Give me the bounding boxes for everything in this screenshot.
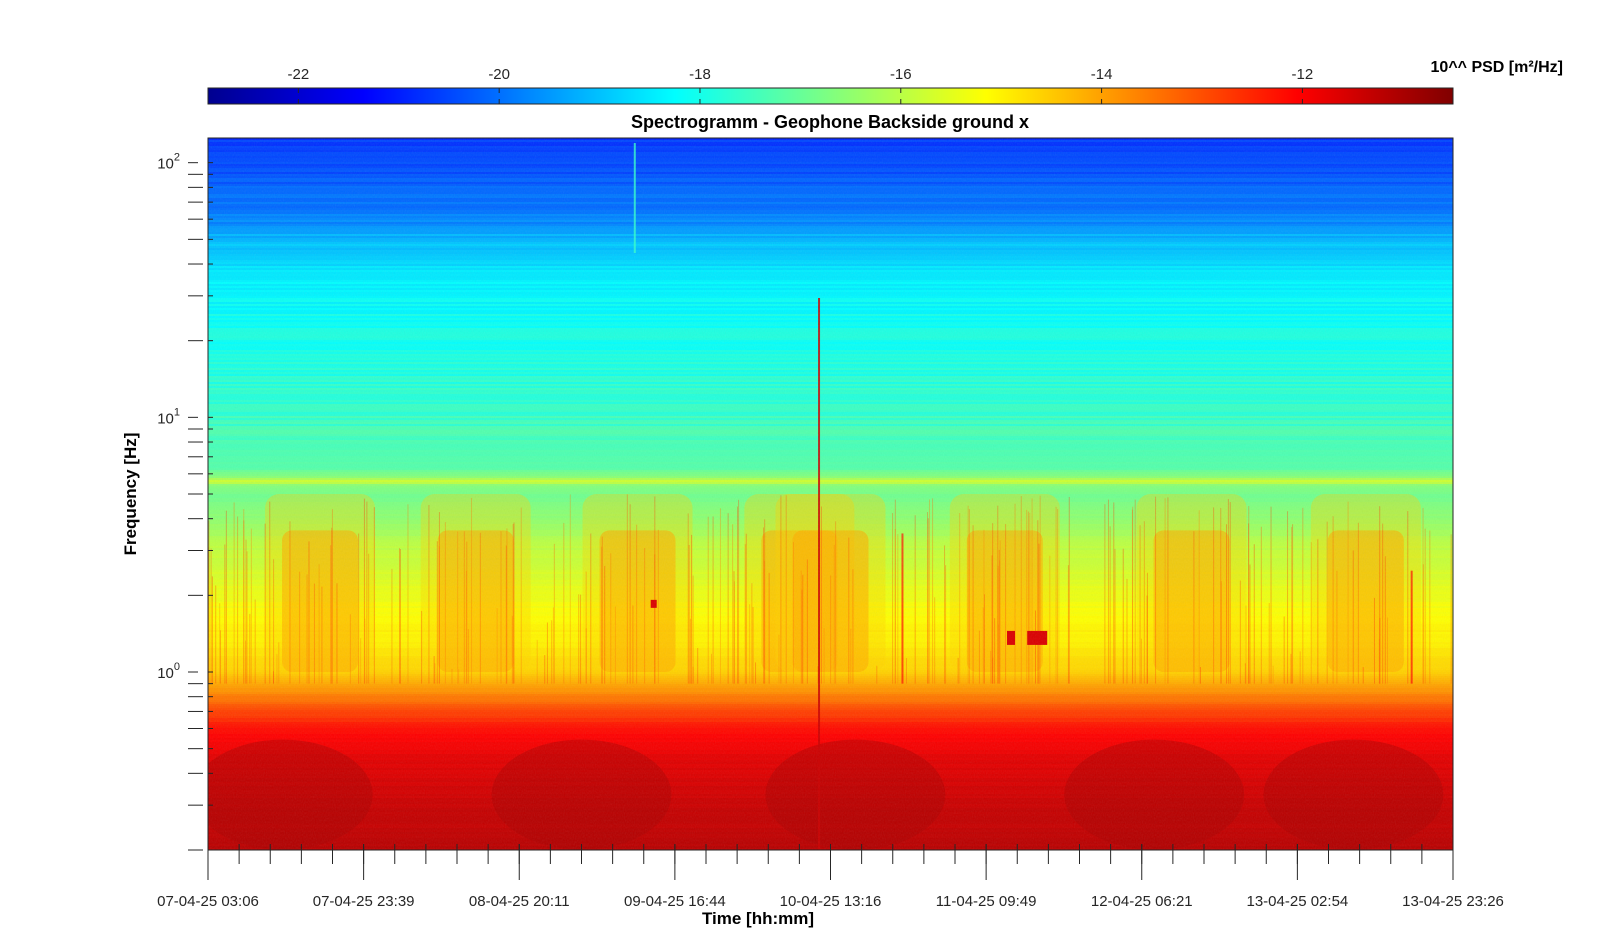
y-axis-label: Frequency [Hz] xyxy=(121,433,140,556)
y-tick-label: 102 xyxy=(157,152,180,173)
colorbar-ticks: -22 -20 -18 -16 -14 -12 xyxy=(288,66,1314,104)
x-tick-label: 09-04-25 16:44 xyxy=(624,893,726,910)
colorbar-tick-label: -20 xyxy=(488,66,510,83)
x-axis-ticks xyxy=(207,844,1454,880)
spectrogram-heatmap xyxy=(208,138,1453,850)
x-tick-label: 11-04-25 09:49 xyxy=(936,893,1037,910)
y-tick-label: 101 xyxy=(157,406,180,427)
x-tick-label: 08-04-25 20:11 xyxy=(469,893,570,910)
colorbar-tick-label: -16 xyxy=(890,66,912,83)
colorbar-tick-label: -12 xyxy=(1292,66,1314,83)
chart-title: Spectrogramm - Geophone Backside ground … xyxy=(631,112,1029,132)
x-axis-label: Time [hh:mm] xyxy=(702,909,814,928)
x-tick-label: 12-04-25 06:21 xyxy=(1091,893,1193,910)
x-axis-tick-labels: 07-04-25 03:06 07-04-25 23:39 08-04-25 20:… xyxy=(157,893,1504,910)
colorbar-tick-label: -14 xyxy=(1091,66,1113,83)
colorbar-tick-label: -22 xyxy=(288,66,310,83)
y-tick-label: 100 xyxy=(157,661,180,682)
x-tick-label: 13-04-25 02:54 xyxy=(1247,893,1349,910)
y-axis-ticks xyxy=(188,162,213,851)
colorbar-label: 10^^ PSD [m²/Hz] xyxy=(1431,59,1563,76)
y-axis-tick-labels: 100 101 102 xyxy=(157,152,180,682)
colorbar-tick-label: -18 xyxy=(689,66,711,83)
x-tick-label: 07-04-25 03:06 xyxy=(157,893,259,910)
x-tick-label: 13-04-25 23:26 xyxy=(1402,893,1504,910)
colorbar xyxy=(207,87,1454,105)
x-tick-label: 07-04-25 23:39 xyxy=(313,893,415,910)
x-tick-label: 10-04-25 13:16 xyxy=(780,893,882,910)
